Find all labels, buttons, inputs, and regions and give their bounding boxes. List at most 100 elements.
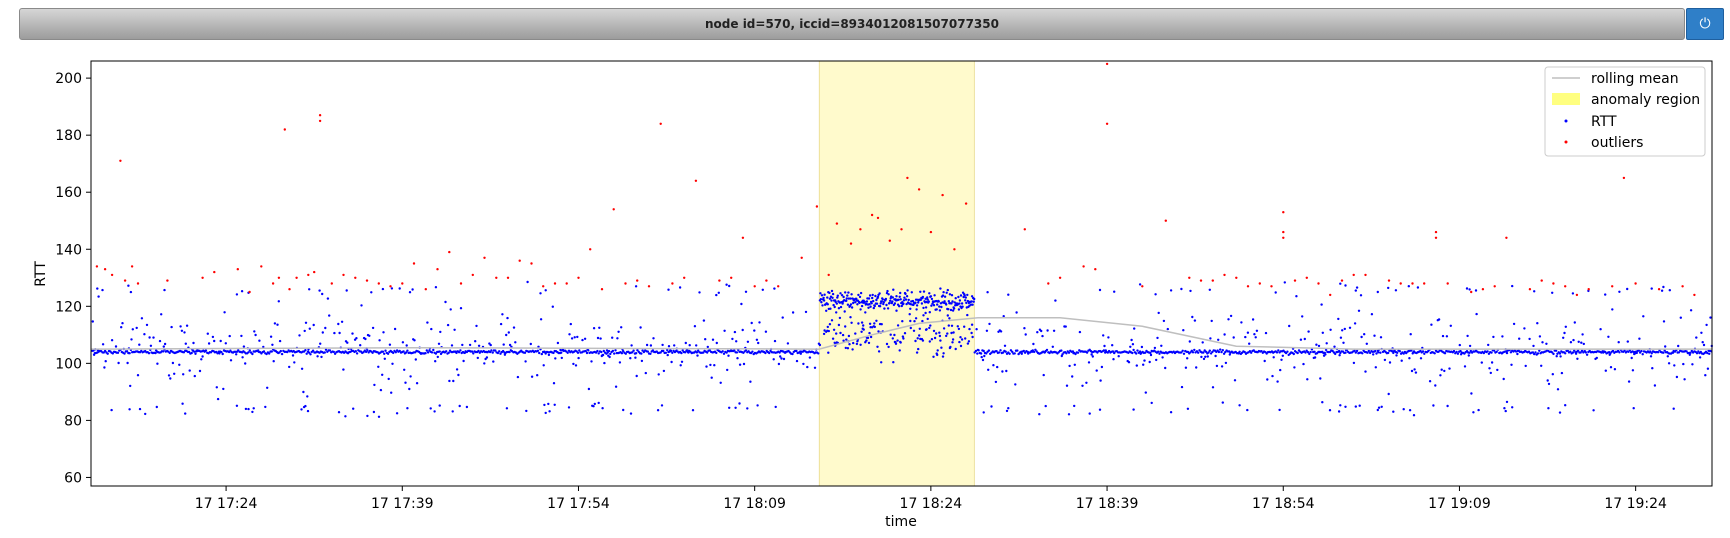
rtt-point [802,362,805,366]
rtt-point [1677,351,1681,354]
rtt-point [1469,349,1473,353]
rtt-point [725,351,728,354]
rtt-point [474,340,477,343]
rtt-point [859,308,862,311]
rtt-point [711,338,715,341]
rtt-point [101,343,105,346]
outlier-point [1329,293,1332,297]
rtt-point [437,342,441,345]
rtt-point [1286,350,1289,353]
rtt-point [1579,351,1582,354]
rtt-point [1102,334,1105,337]
rtt-point [1339,404,1342,407]
rtt-point [735,351,739,354]
rtt-point [1564,352,1567,355]
rtt-point [1700,331,1703,334]
rtt-point [702,351,705,354]
rtt-point [900,304,903,308]
rtt-point [1361,352,1364,355]
rtt-point [228,334,231,338]
rtt-point [1073,363,1077,366]
rtt-point [1488,367,1491,370]
rtt-point [885,303,888,307]
rtt-point [902,302,905,305]
rtt-point [1240,321,1243,324]
rtt-point [920,302,924,305]
rtt-point [1396,351,1399,354]
outlier-point [542,285,545,288]
rtt-point [723,329,726,332]
rtt-point [918,334,921,337]
rtt-point [896,324,900,327]
rtt-point [1379,351,1382,354]
rtt-point [777,362,781,366]
rtt-point [135,326,138,330]
outlier-point [1246,285,1250,288]
rtt-point [258,339,261,342]
rtt-point [378,339,381,342]
rtt-point [1263,359,1266,363]
rtt-point [143,333,146,336]
rtt-point [847,334,851,338]
rtt-point [1455,350,1458,354]
rtt-point [1650,287,1653,290]
rtt-point [860,321,864,324]
rtt-point [110,339,114,342]
rtt-point [390,391,393,394]
rtt-point [262,350,266,353]
rtt-point [957,295,960,299]
rtt-point [880,323,883,326]
rtt-point [1607,335,1610,338]
rtt-point [1065,352,1068,355]
rtt-point [722,352,726,355]
rtt-point [924,297,927,300]
rtt-point [1324,348,1328,352]
outlier-point [318,119,322,123]
rtt-point [116,351,120,354]
rtt-point [1558,352,1562,355]
rtt-point [1536,322,1539,325]
rtt-point [660,404,664,407]
rtt-point [1459,349,1462,353]
rtt-point [523,351,527,354]
rtt-point [961,305,964,308]
rtt-point [667,288,670,291]
rtt-point [220,350,223,354]
rtt-point [1617,341,1620,344]
rtt-point [698,291,701,294]
rtt-point [616,337,619,340]
rtt-point [857,293,860,297]
rtt-point [909,326,912,330]
rtt-point [592,327,596,330]
power-button[interactable]: ⏻ [1686,8,1724,40]
rtt-point [960,338,964,341]
rtt-point [370,291,373,294]
rtt-point [1518,337,1521,340]
y-tick-label: 100 [55,356,82,372]
rtt-point [1003,344,1007,347]
rtt-point [1260,350,1263,353]
rtt-point [873,322,876,325]
rtt-point [597,401,600,405]
rtt-point [849,303,853,306]
rtt-point [401,341,405,344]
rtt-point [1219,348,1222,351]
rtt-point [96,287,99,290]
rtt-point [938,334,942,338]
rtt-point [1186,407,1190,410]
rtt-point [1051,345,1055,348]
rtt-point [498,350,501,353]
outlier-point [906,176,909,180]
rtt-point [1533,290,1536,293]
rtt-point [1162,319,1166,323]
legend-box [1544,66,1706,157]
rtt-point [859,343,862,346]
rtt-point [1662,351,1665,354]
rtt-point [914,317,918,320]
rtt-point [1306,378,1309,381]
rtt-point [892,361,895,364]
rtt-point [1206,355,1210,358]
legend-outliers: outliers [1591,135,1643,151]
rtt-point [1313,350,1316,353]
